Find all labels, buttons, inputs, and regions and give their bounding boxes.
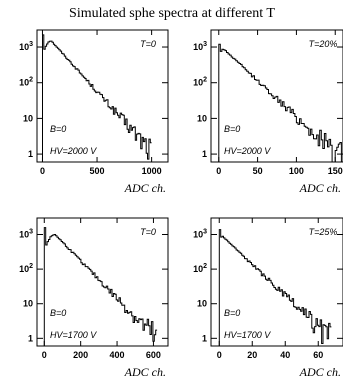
field-annotation: B=0 [224,308,240,318]
y-tick-label: 102 [193,263,207,274]
plot-frame [210,217,343,347]
y-tick-label: 10 [197,113,207,123]
x-tick-label: 500 [90,166,105,176]
y-tick-label: 103 [193,229,207,240]
voltage-annotation: HV=2000 V [224,146,271,156]
field-annotation: B=0 [50,124,66,134]
x-tick-label: 0 [216,166,221,176]
voltage-annotation: HV=2000 V [50,146,97,156]
y-tick-label: 103 [193,41,207,52]
x-tick-label: 600 [146,350,161,360]
x-axis-label: ADC ch. [124,181,166,195]
panel-top-left: 0 500 1000 1 10 102 103 T=0 B=0 HV=2000 V ADC ch. [19,29,169,195]
x-tick-label: 20 [247,350,257,360]
x-tick-label: 0 [217,350,222,360]
histogram-line [43,227,158,346]
y-tick-label: 10 [23,113,33,123]
plot-frame [36,217,169,347]
temperature-annotation: T=0 [140,227,156,237]
voltage-annotation: HV=1700 V [224,330,271,340]
y-tick-label: 103 [19,41,33,52]
x-tick-label: 1000 [142,166,162,176]
plot-frame [210,29,343,163]
y-tick-exponent: 2 [203,77,207,84]
x-axis-label: ADC ch. [299,181,341,195]
x-tick-label: 0 [42,350,47,360]
x-tick-label: 150 [328,166,343,176]
figure-title: Simulated sphe spectra at different T [69,6,275,21]
y-tick-exponent: 2 [29,77,33,84]
panel-bottom-right: 0 20 40 60 1 10 102 103 T=25% B=0 HV=1700 V ADC ch. [193,217,343,379]
x-tick-label: 100 [289,166,304,176]
x-tick-label: 200 [73,350,88,360]
y-tick-exponent: 2 [29,263,33,270]
y-tick-exponent: 3 [29,41,33,48]
histogram-line [218,229,332,346]
y-tick-label: 102 [193,77,207,88]
y-tick-label: 10 [197,299,207,309]
y-tick-label: 10 [23,299,33,309]
plot-frame [36,29,169,163]
histogram-line [42,34,152,162]
panel-bottom-left: 0 200 400 600 1 10 102 103 T=0 B=0 HV=1700 V ADC ch… [19,217,169,379]
x-axis-label: ADC ch. [299,365,341,379]
x-tick-label: 400 [110,350,125,360]
field-annotation: B=0 [224,124,240,134]
y-tick-label: 102 [19,77,33,88]
temperature-annotation: T=20% [309,39,338,49]
y-tick-exponent: 3 [203,41,207,48]
y-tick-label: 102 [19,263,33,274]
y-tick-exponent: 2 [203,263,207,270]
y-tick-label: 1 [28,333,33,343]
temperature-annotation: T=0 [140,39,156,49]
x-tick-label: 0 [40,166,45,176]
y-tick-label: 1 [28,149,33,159]
histogram-line [218,43,343,163]
y-tick-label: 1 [202,333,207,343]
voltage-annotation: HV=1700 V [50,330,97,340]
panel-top-right: 0 50 100 150 1 10 102 103 T=20% B=0 HV=2000 V ADC c… [193,29,343,195]
x-tick-label: 60 [313,350,323,360]
y-tick-exponent: 3 [29,229,33,236]
x-axis-label: ADC ch. [124,365,166,379]
x-tick-label: 40 [280,350,290,360]
field-annotation: B=0 [50,308,66,318]
temperature-annotation: T=25% [309,227,338,237]
x-tick-label: 50 [253,166,263,176]
y-tick-label: 103 [19,229,33,240]
y-tick-label: 1 [202,149,207,159]
y-tick-exponent: 3 [203,229,207,236]
